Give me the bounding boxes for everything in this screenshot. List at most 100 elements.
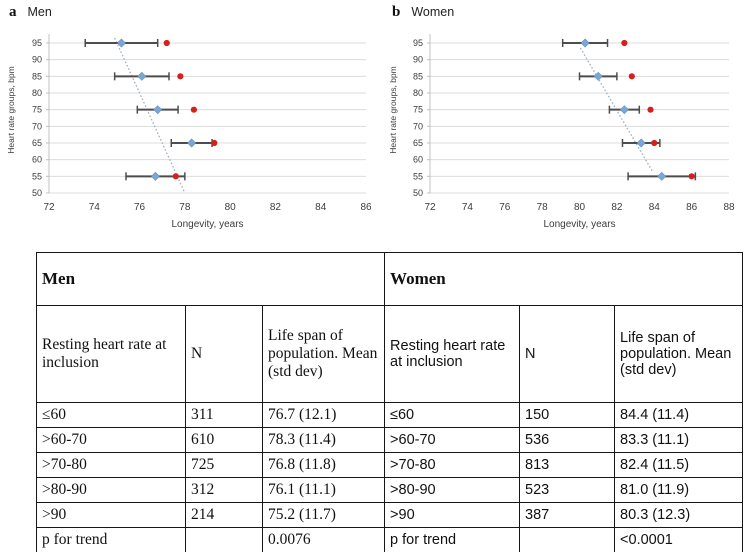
mean-marker (117, 38, 126, 48)
x-tick-label: 86 (360, 202, 372, 213)
red-marker (190, 106, 198, 113)
table-row: >60-70 610 78.3 (11.4) >60-70 536 83.3 (11.1) (36, 427, 744, 453)
x-tick-label: 88 (723, 202, 735, 213)
table-cell: 536 (519, 427, 616, 453)
table-cell: 214 (185, 502, 263, 528)
x-axis-title: Longevity, years (171, 219, 243, 230)
y-tick-label: 75 (413, 105, 423, 115)
x-tick-label: 84 (315, 202, 327, 213)
table-row: >70-80 725 76.8 (11.8) >70-80 813 82.4 (11.5) (36, 452, 744, 478)
col-header-women-lifespan: Life span of population. Mean (std dev) (614, 305, 744, 403)
chart-panel-women: b Women 50 55 60 65 70 75 80 85 90 95 72 74 76 78 80 82 8… (375, 0, 750, 245)
table-cell: >90 (36, 502, 186, 528)
y-tick-label: 60 (413, 155, 423, 165)
panel-label-a: a (9, 4, 17, 20)
y-tick-label: 85 (32, 71, 42, 81)
table-cell: 80.3 (12.3) (614, 502, 744, 528)
col-header-men-lifespan: Life span of population. Mean (std dev) (261, 305, 386, 403)
red-marker (163, 39, 170, 47)
col-header-men-rhr: Resting heart rate at inclusion (36, 305, 186, 403)
x-tick-label: 72 (424, 202, 436, 213)
table-cell: p for trend (36, 527, 186, 552)
x-tick-label: 74 (462, 202, 474, 213)
table-cell: >60-70 (36, 427, 186, 453)
red-marker (651, 139, 658, 147)
red-marker (621, 39, 628, 47)
red-marker (628, 73, 635, 80)
x-tick-label: 78 (179, 202, 191, 213)
summary-table-wrap: Men Women Resting heart rate at inclusio… (35, 252, 744, 552)
table-cell: 725 (185, 452, 263, 478)
table-cell: <0.0001 (614, 527, 744, 552)
x-tick-label: 80 (225, 202, 237, 213)
x-tick-label: 76 (499, 202, 511, 213)
y-tick-label: 80 (32, 88, 42, 98)
summary-table: Men Women Resting heart rate at inclusio… (35, 252, 744, 552)
red-marker (177, 73, 184, 80)
y-tick-label: 85 (413, 71, 423, 81)
table-cell: 0.0076 (261, 527, 386, 552)
table-cell: 82.4 (11.5) (614, 452, 744, 478)
x-tick-label: 76 (134, 202, 146, 213)
table-cell (185, 527, 263, 552)
table-cell: 523 (519, 477, 616, 503)
table-cell: 76.1 (11.1) (261, 477, 386, 503)
y-tick-label: 95 (32, 38, 42, 48)
table-cell: >60-70 (384, 427, 521, 453)
x-tick-label: 74 (89, 202, 101, 213)
chart-panel-men: a Men 50 55 60 65 70 75 80 85 90 95 72 74 76 78 80 82 84 8… (0, 0, 375, 245)
y-tick-label: 70 (413, 121, 423, 131)
table-cell: ≤60 (384, 402, 521, 428)
table-cell: 311 (185, 402, 263, 428)
red-marker (172, 173, 179, 180)
table-cell: 76.8 (11.8) (261, 452, 386, 478)
col-header-men-n: N (185, 305, 263, 403)
x-tick-label: 72 (43, 202, 55, 213)
y-tick-label: 80 (413, 88, 423, 98)
table-cell (519, 527, 616, 552)
y-tick-label: 50 (413, 188, 423, 198)
forest-chart-men: 50 55 60 65 70 75 80 85 90 95 72 74 76 78 80 82 84 86 Long… (6, 34, 372, 230)
table-cell: 150 (519, 402, 616, 428)
mean-marker (187, 138, 197, 148)
col-header-women-n: N (519, 305, 616, 403)
y-axis-title: Heart rate groups, bpm (6, 66, 16, 153)
y-tick-label: 50 (32, 188, 42, 198)
table-cell: >80-90 (384, 477, 521, 503)
x-axis-title: Longevity, years (543, 219, 615, 230)
y-tick-label: 90 (413, 55, 423, 65)
y-tick-label: 75 (32, 105, 42, 115)
table-cell: 78.3 (11.4) (261, 427, 386, 453)
mean-marker (657, 171, 667, 181)
table-cell: 84.4 (11.4) (614, 402, 744, 428)
table-section-header-men: Men (35, 252, 386, 306)
table-row: p for trend 0.0076 p for trend <0.0001 (36, 527, 744, 552)
trend-line (114, 37, 186, 194)
table-cell: 610 (185, 427, 263, 453)
y-tick-label: 65 (32, 138, 42, 148)
red-marker (211, 139, 218, 147)
x-tick-label: 78 (537, 202, 549, 213)
table-row: >80-90 312 76.1 (11.1) >80-90 523 81.0 (11.9) (36, 477, 744, 503)
col-header-women-rhr: Resting heart rate at inclusion (384, 305, 521, 403)
table-row: ≤60 311 76.7 (12.1) ≤60 150 84.4 (11.4) (36, 402, 744, 428)
table-cell: ≤60 (36, 402, 186, 428)
mean-marker (619, 105, 629, 115)
table-cell: >70-80 (384, 452, 521, 478)
table-cell: 81.0 (11.9) (614, 477, 744, 503)
y-tick-label: 55 (413, 171, 423, 181)
table-cell: >90 (384, 502, 521, 528)
mean-marker (150, 171, 160, 181)
y-tick-label: 90 (32, 55, 42, 65)
red-marker (688, 173, 695, 180)
table-section-header-women: Women (384, 252, 744, 306)
table-cell: p for trend (384, 527, 521, 552)
mean-marker (636, 138, 646, 148)
table-cell: >70-80 (36, 452, 186, 478)
x-tick-label: 80 (574, 202, 586, 213)
y-tick-label: 65 (413, 138, 423, 148)
y-tick-label: 70 (32, 121, 42, 131)
mean-marker (137, 71, 147, 81)
y-tick-label: 95 (413, 38, 423, 48)
